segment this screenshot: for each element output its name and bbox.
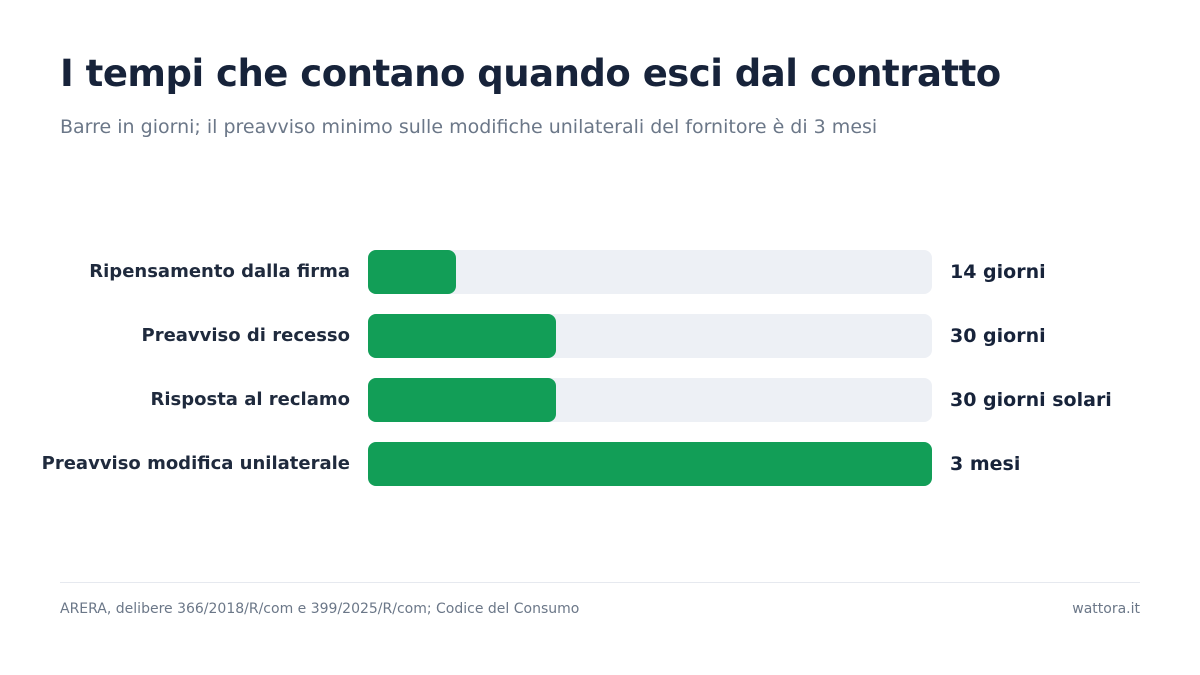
value-label: 14 giorni: [950, 261, 1046, 283]
bar: [368, 442, 932, 486]
bar: [368, 314, 556, 358]
bar: [368, 378, 556, 422]
bar: [368, 250, 456, 294]
value-label: 30 giorni: [950, 325, 1046, 347]
category-label: Preavviso di recesso: [141, 325, 351, 346]
bar-track: [368, 250, 932, 294]
value-label: 30 giorni solari: [950, 389, 1112, 411]
category-label: Risposta al reclamo: [150, 389, 350, 410]
category-label: Preavviso modifica unilaterale: [41, 453, 350, 474]
source-note: ARERA, delibere 366/2018/R/com e 399/202…: [60, 601, 580, 617]
value-label: 3 mesi: [950, 453, 1021, 475]
brand-name: wattora.it: [1072, 601, 1140, 617]
footer-divider: [60, 582, 1140, 583]
category-label: Ripensamento dalla firma: [89, 261, 350, 282]
chart-subtitle: Barre in giorni; il preavviso minimo sul…: [60, 116, 878, 138]
chart-title: I tempi che contano quando esci dal cont…: [60, 52, 1001, 95]
